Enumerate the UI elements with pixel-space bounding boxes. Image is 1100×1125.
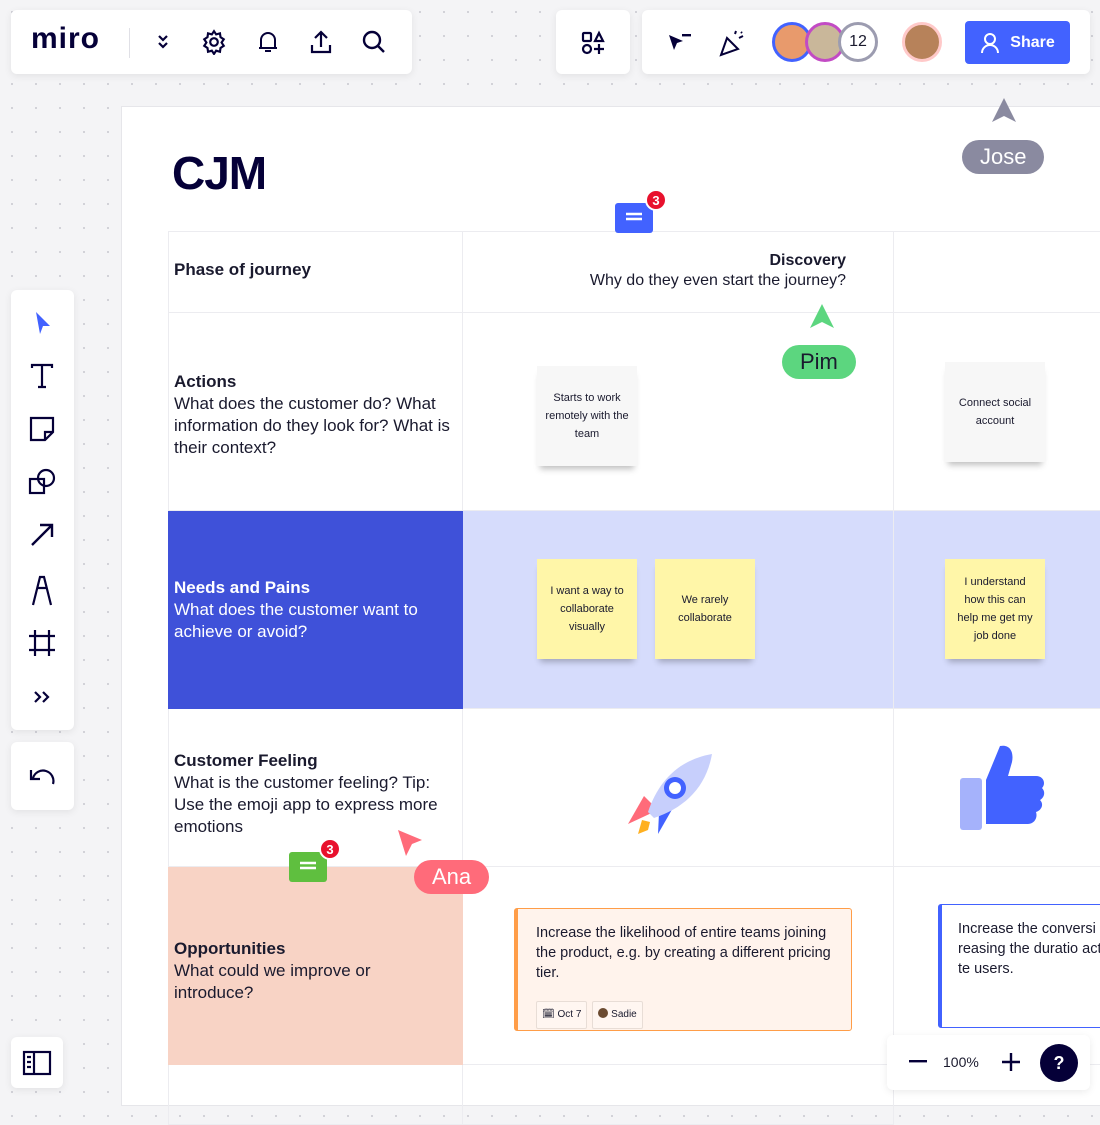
- undo-button[interactable]: [11, 742, 74, 810]
- collaboration-bar: 12 Share: [642, 10, 1090, 74]
- grid-cell: [168, 1065, 463, 1125]
- row-description: What does the customer want to achieve o…: [174, 600, 418, 641]
- cursor-label-pim: Pim: [782, 345, 856, 379]
- miro-logo[interactable]: miro: [31, 22, 101, 55]
- sticky-note-icon[interactable]: [27, 414, 57, 444]
- sidebar-icon: [22, 1048, 52, 1078]
- row-title: Customer Feeling: [174, 751, 318, 770]
- row-title: Actions: [174, 372, 237, 391]
- header-phase-cell: [463, 231, 894, 313]
- select-icon[interactable]: [27, 308, 57, 338]
- shapes-icon[interactable]: [27, 467, 57, 497]
- row-actions-label: Actions What does the customer do? What i…: [174, 371, 459, 459]
- comment-count-badge: 3: [645, 189, 667, 211]
- avatar: [598, 1008, 609, 1018]
- board-title: CJM: [172, 147, 267, 199]
- party-popper-icon[interactable]: [717, 28, 747, 58]
- arrow-icon[interactable]: [27, 520, 57, 550]
- frame-icon[interactable]: [27, 628, 57, 658]
- shapes-apps-icon: [578, 28, 608, 58]
- sticky-note[interactable]: I understand how this can help me get my…: [945, 559, 1045, 659]
- comment-icon: [300, 861, 316, 870]
- panel-toggle-button[interactable]: [11, 1037, 63, 1088]
- due-date: Oct 7: [557, 1009, 582, 1020]
- cursor-label-ana: Ana: [414, 860, 490, 894]
- cursor-filter-icon[interactable]: [664, 28, 694, 58]
- share-label: Share: [1010, 33, 1055, 51]
- row-description: What could we improve or introduce?: [174, 961, 371, 1002]
- due-date-chip[interactable]: 🗓 Oct 7: [536, 1001, 588, 1029]
- sticky-note[interactable]: I want a way to collaborate visually: [537, 559, 637, 659]
- rocket-icon[interactable]: [618, 752, 714, 845]
- pen-icon[interactable]: [27, 574, 57, 606]
- sticky-note[interactable]: Starts to work remotely with the team: [537, 366, 637, 466]
- comment-icon: [626, 212, 642, 221]
- grid-cell: [463, 313, 894, 511]
- bell-icon[interactable]: [253, 27, 283, 57]
- cursor-pointer-icon: [398, 830, 422, 856]
- apps-button[interactable]: [556, 10, 630, 74]
- opportunity-card[interactable]: Increase the conversi increasing the dur…: [938, 904, 1100, 1028]
- search-icon[interactable]: [359, 27, 389, 57]
- undo-icon: [27, 761, 57, 791]
- upload-icon[interactable]: [306, 27, 336, 57]
- phase-of-journey-label: Phase of journey: [174, 260, 311, 279]
- avatar[interactable]: [902, 22, 942, 62]
- header-phase-cell: [894, 231, 1100, 313]
- calendar-icon: 🗓: [542, 1009, 555, 1020]
- sticky-note[interactable]: Connect social account: [945, 362, 1045, 462]
- help-button[interactable]: ?: [1040, 1044, 1078, 1082]
- cursor-pointer-icon: [992, 98, 1016, 122]
- grid-cell: [463, 867, 894, 1065]
- row-description: What is the customer feeling? Tip: Use t…: [174, 773, 438, 836]
- row-title: Opportunities: [174, 939, 286, 958]
- comment-bubble[interactable]: [289, 852, 327, 882]
- zoom-level[interactable]: 100%: [943, 1054, 979, 1070]
- header-label-cell: [168, 231, 463, 313]
- zoom-in-icon[interactable]: [996, 1047, 1026, 1077]
- row-needs-label: Needs and Pains What does the customer wa…: [174, 577, 459, 643]
- cursor-label-jose: Jose: [962, 140, 1045, 174]
- sticky-note[interactable]: We rarely collaborate: [655, 559, 755, 659]
- gear-icon[interactable]: [199, 27, 229, 57]
- text-icon[interactable]: [27, 361, 57, 391]
- row-label-cell: [168, 313, 463, 511]
- assignee-name: Sadie: [611, 1009, 637, 1020]
- zoom-controls: 100% ?: [887, 1035, 1090, 1090]
- grid-cell: [463, 1065, 894, 1125]
- comment-count-badge: 3: [319, 838, 341, 860]
- more-icon[interactable]: [27, 682, 57, 712]
- opportunity-card[interactable]: Increase the likelihood of entire teams …: [514, 908, 852, 1031]
- thumbs-up-icon[interactable]: [958, 738, 1048, 837]
- main-menu-bar: miro: [11, 10, 412, 74]
- cursor-pointer-icon: [810, 304, 834, 328]
- row-feeling-label: Customer Feeling What is the customer fee…: [174, 750, 459, 838]
- row-label-cell: [168, 867, 463, 1065]
- row-label-cell: [168, 511, 463, 709]
- row-opportunities-label: Opportunities What could we improve or in…: [174, 938, 424, 1004]
- share-button[interactable]: Share: [965, 21, 1070, 64]
- comment-bubble[interactable]: [615, 203, 653, 233]
- phase-subtitle: Why do they even start the journey?: [589, 272, 846, 289]
- grid-cell: [894, 313, 1100, 511]
- row-description: What does the customer do? What informat…: [174, 394, 450, 457]
- creation-toolbar: [11, 290, 74, 730]
- phase-discovery: Discovery Why do they even start the jou…: [470, 251, 846, 291]
- grid-cell: [894, 709, 1100, 867]
- more-collaborators-count[interactable]: 12: [838, 22, 878, 62]
- card-text: Increase the likelihood of entire teams …: [536, 925, 831, 981]
- user-icon: [981, 32, 1000, 53]
- zoom-out-icon[interactable]: [903, 1047, 933, 1077]
- grid-cell: [463, 709, 894, 867]
- row-title: Needs and Pains: [174, 578, 311, 597]
- phase-title: Discovery: [769, 252, 847, 269]
- assignee-chip[interactable]: Sadie: [592, 1001, 643, 1029]
- chevron-double-down-icon[interactable]: [148, 27, 178, 57]
- divider: [129, 28, 130, 58]
